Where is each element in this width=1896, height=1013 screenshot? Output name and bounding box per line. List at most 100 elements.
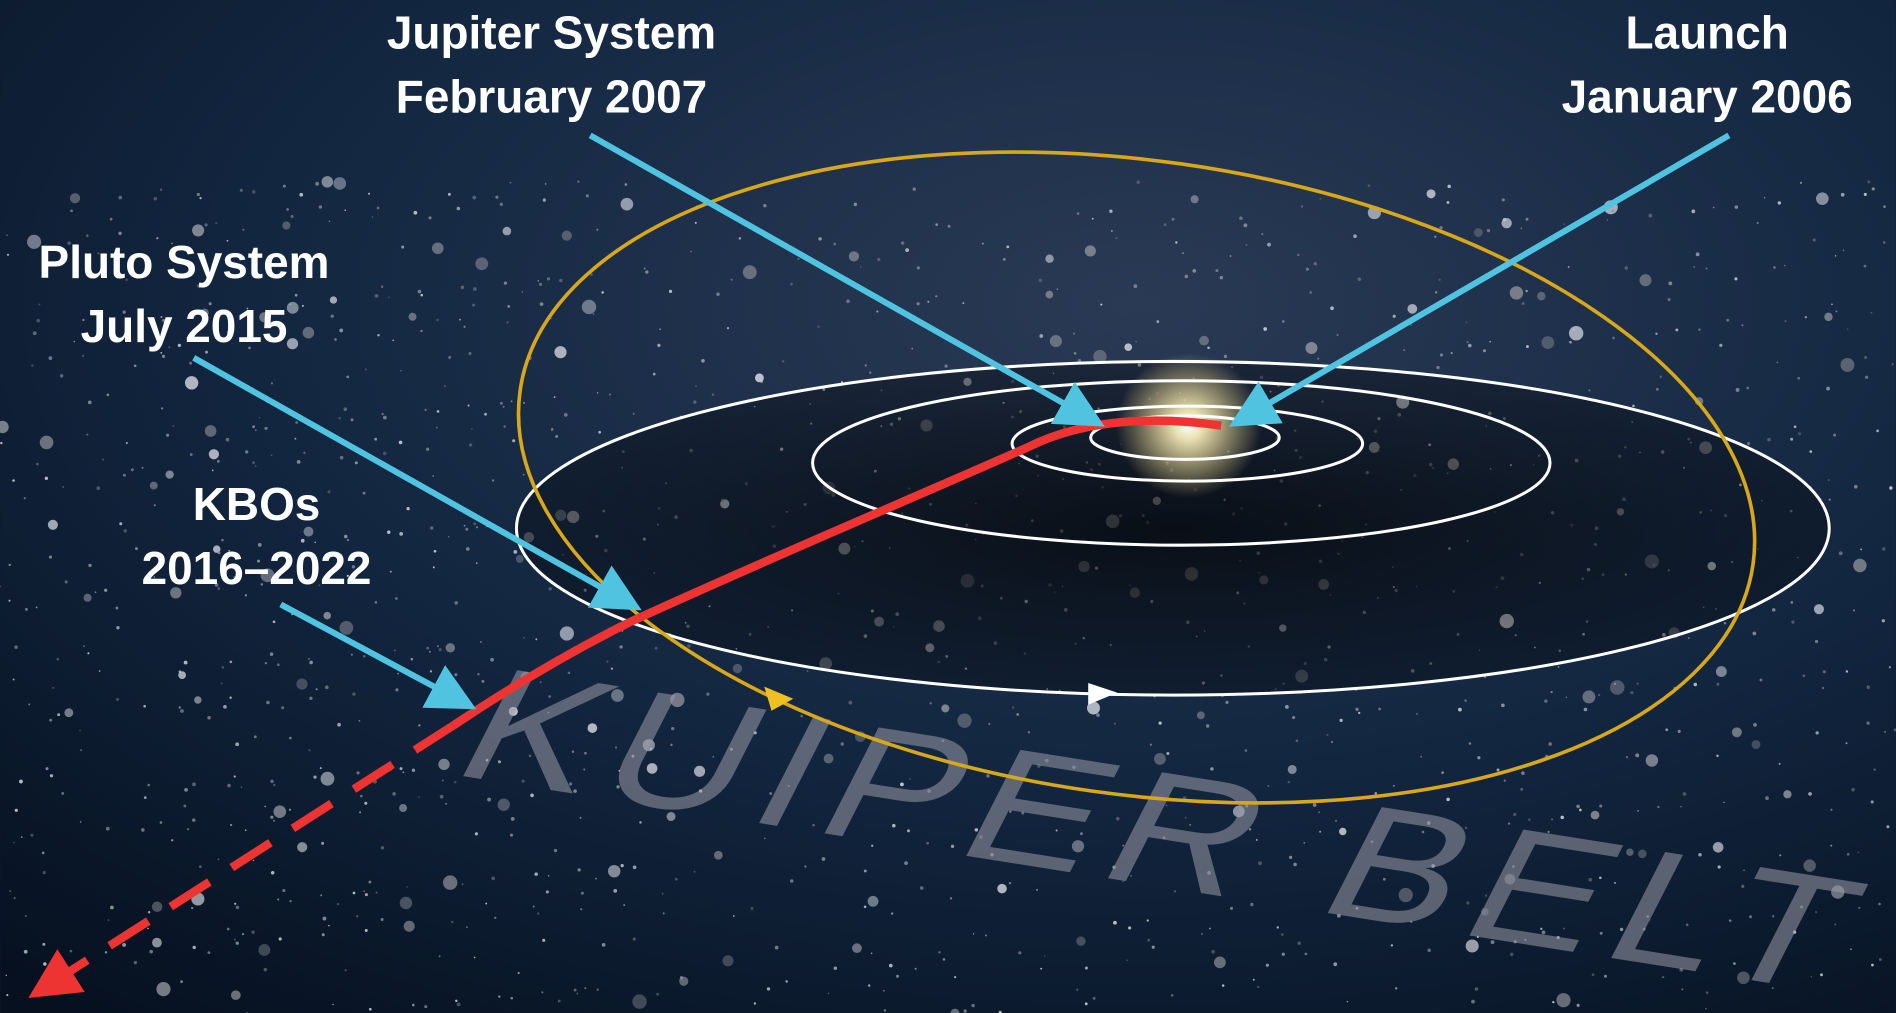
- star: [346, 376, 349, 379]
- star: [184, 788, 188, 792]
- star: [1100, 304, 1102, 306]
- star: [420, 294, 423, 297]
- star: [1723, 802, 1724, 803]
- page: KUIPER BELT Jupiter System February 2007…: [0, 0, 1896, 1013]
- star: [1847, 328, 1848, 329]
- star: [183, 805, 186, 808]
- star: [102, 458, 104, 460]
- star: [1889, 486, 1892, 489]
- star: [303, 452, 305, 454]
- star: [448, 193, 451, 196]
- star: [482, 680, 485, 683]
- star: [644, 268, 646, 270]
- star: [1767, 438, 1771, 442]
- star: [1614, 683, 1616, 685]
- star: [381, 286, 383, 288]
- star: [1891, 363, 1893, 365]
- star: [253, 860, 254, 861]
- star: [1814, 604, 1824, 614]
- star: [468, 352, 471, 355]
- star: [368, 193, 370, 195]
- star: [1447, 201, 1450, 204]
- star: [1416, 713, 1418, 715]
- star: [950, 897, 952, 899]
- star: [286, 208, 289, 211]
- star: [473, 522, 476, 525]
- star: [25, 608, 28, 611]
- star: [38, 304, 40, 306]
- star: [471, 428, 473, 430]
- star: [397, 673, 398, 674]
- star: [1791, 601, 1794, 604]
- star: [234, 939, 236, 941]
- star: [971, 1004, 974, 1007]
- star: [9, 564, 11, 566]
- star: [152, 938, 162, 948]
- star: [1698, 328, 1700, 330]
- star: [564, 413, 568, 417]
- star: [255, 465, 257, 467]
- star: [1839, 551, 1843, 555]
- star: [14, 645, 18, 649]
- star: [1778, 201, 1781, 204]
- star: [1584, 708, 1588, 712]
- star: [775, 946, 779, 950]
- star: [1867, 686, 1870, 689]
- star: [277, 899, 279, 901]
- star: [61, 792, 64, 795]
- star: [1548, 742, 1552, 746]
- star: [21, 836, 23, 838]
- star: [1336, 334, 1338, 336]
- star: [1871, 312, 1873, 314]
- star: [82, 355, 84, 357]
- star: [1191, 195, 1199, 203]
- star: [1566, 696, 1568, 698]
- star: [716, 293, 719, 296]
- star: [60, 374, 63, 377]
- star: [295, 294, 298, 297]
- star: [448, 356, 451, 359]
- star: [1569, 341, 1572, 344]
- star: [73, 341, 75, 343]
- star: [701, 359, 705, 363]
- star: [1521, 771, 1525, 775]
- label-date: February 2007: [396, 70, 707, 122]
- star: [1791, 620, 1794, 623]
- star: [425, 409, 427, 411]
- star: [444, 385, 446, 387]
- star: [466, 926, 468, 928]
- star: [739, 237, 741, 239]
- star: [662, 893, 664, 895]
- star: [7, 254, 9, 256]
- star: [180, 980, 183, 983]
- star: [365, 893, 368, 896]
- star: [226, 438, 230, 442]
- star: [83, 645, 85, 647]
- star: [1860, 548, 1862, 550]
- star: [12, 479, 15, 482]
- star: [231, 990, 241, 1000]
- star: [1736, 388, 1740, 392]
- star: [242, 933, 244, 935]
- star: [303, 327, 315, 339]
- star: [596, 229, 598, 231]
- star: [65, 580, 68, 583]
- star: [1563, 223, 1565, 225]
- star: [319, 205, 322, 208]
- star: [1469, 742, 1472, 745]
- star: [1816, 192, 1829, 205]
- star: [1665, 728, 1668, 731]
- star: [192, 782, 196, 786]
- star: [1282, 320, 1285, 323]
- star: [1003, 258, 1006, 261]
- star: [1765, 796, 1769, 800]
- star: [712, 393, 714, 395]
- star: [119, 522, 122, 525]
- star: [1503, 218, 1507, 222]
- star: [901, 241, 904, 244]
- star: [1225, 701, 1228, 704]
- star: [297, 842, 307, 852]
- star: [1784, 320, 1786, 322]
- star: [1314, 262, 1317, 265]
- star: [135, 547, 138, 550]
